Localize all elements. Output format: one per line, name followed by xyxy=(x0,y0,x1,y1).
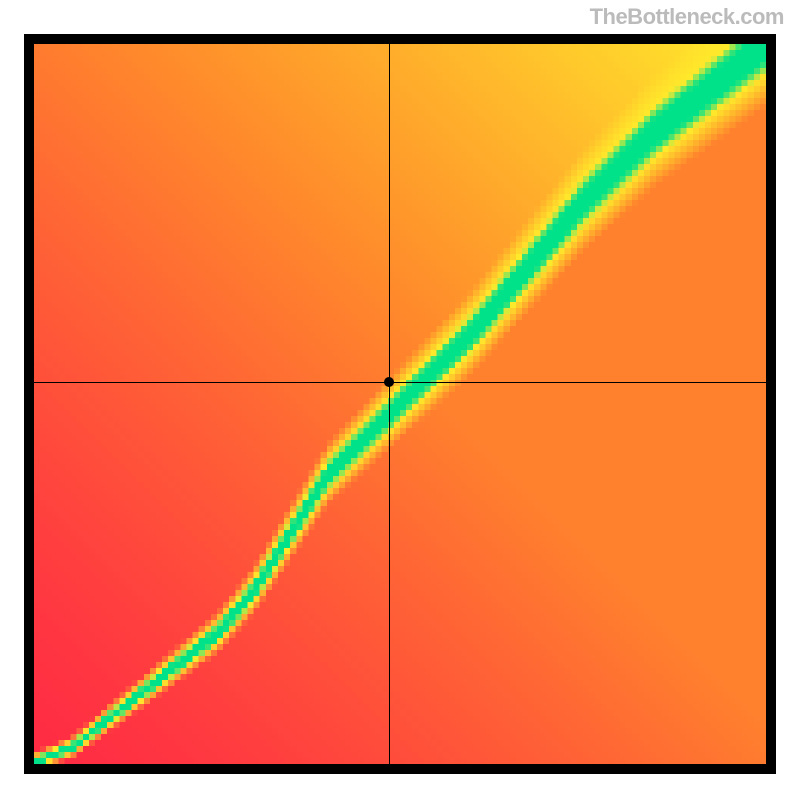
crosshair-point xyxy=(384,377,394,387)
crosshair-vertical xyxy=(389,44,390,764)
chart-frame xyxy=(24,34,776,774)
watermark-text: TheBottleneck.com xyxy=(590,4,784,30)
crosshair-horizontal xyxy=(34,382,766,383)
heatmap-canvas xyxy=(34,44,766,764)
container: TheBottleneck.com xyxy=(0,0,800,800)
heatmap-area xyxy=(34,44,766,764)
